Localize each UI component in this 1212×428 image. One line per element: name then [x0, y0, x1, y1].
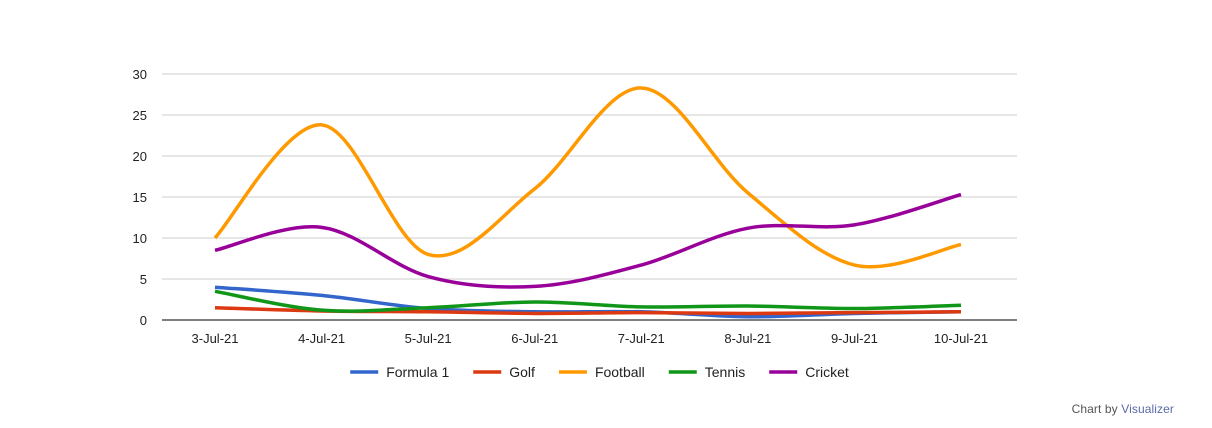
series-lines: [213, 86, 962, 319]
x-tick-label: 5-Jul-21: [405, 331, 452, 346]
x-axis: 3-Jul-21 4-Jul-21 5-Jul-21 6-Jul-21 7-Jul-21…: [162, 319, 1017, 346]
x-tick-label: 10-Jul-21: [934, 331, 988, 346]
y-tick-label: 30: [133, 67, 147, 82]
legend-label-formula-1: Formula 1: [386, 364, 449, 380]
y-tick-label: 10: [133, 231, 147, 246]
x-tick-label: 8-Jul-21: [724, 331, 771, 346]
x-tick-label: 7-Jul-21: [618, 331, 665, 346]
legend-item-formula-1[interactable]: Formula 1: [350, 364, 449, 380]
credit-prefix: Chart by: [1071, 402, 1118, 416]
y-axis: 0 5 10 15 20 25 30: [133, 67, 147, 328]
y-tick-label: 5: [140, 272, 147, 287]
legend-label-tennis: Tennis: [705, 364, 745, 380]
visualizer-link[interactable]: Visualizer: [1121, 402, 1174, 416]
series-line-tennis[interactable]: [214, 289, 962, 313]
x-tick-label: 3-Jul-21: [192, 331, 239, 346]
legend-item-golf[interactable]: Golf: [473, 364, 535, 380]
chart-credit: Chart by Visualizer: [1072, 402, 1174, 416]
series-line-cricket[interactable]: [214, 192, 962, 289]
legend-label-football: Football: [595, 364, 645, 380]
legend-item-cricket[interactable]: Cricket: [769, 364, 849, 380]
y-tick-label: 20: [133, 149, 147, 164]
legend: Formula 1 Golf Football Tennis Cricket: [350, 364, 849, 380]
x-tick-label: 9-Jul-21: [831, 331, 878, 346]
legend-label-golf: Golf: [509, 364, 535, 380]
legend-item-football[interactable]: Football: [558, 364, 645, 380]
y-tick-label: 15: [133, 190, 147, 205]
y-tick-label: 25: [133, 108, 147, 123]
legend-label-cricket: Cricket: [805, 364, 849, 380]
series-line-football[interactable]: [213, 86, 962, 269]
legend-item-tennis[interactable]: Tennis: [668, 364, 745, 380]
x-tick-label: 4-Jul-21: [298, 331, 345, 346]
x-tick-label: 6-Jul-21: [511, 331, 558, 346]
y-tick-label: 0: [140, 313, 147, 328]
gridlines: [162, 73, 1017, 280]
